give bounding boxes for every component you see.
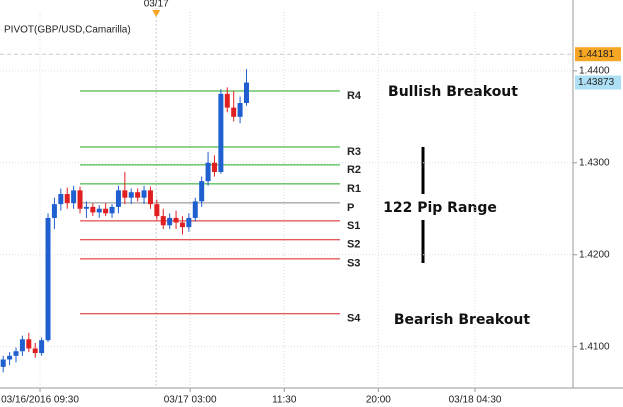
candle-body [32,348,38,354]
candle-body [13,351,19,356]
candle-body [19,339,25,352]
pivot-label: S1 [347,220,360,232]
candle-body [160,216,166,226]
candle-body [115,190,121,207]
pivot-label: R2 [347,164,361,176]
candle-body [231,107,237,117]
candle-body [26,339,32,349]
y-tick-label: 1.4300 [579,157,610,168]
candle-body [135,192,141,198]
pivot-label: S4 [347,313,361,325]
pivot-label: R3 [347,146,361,158]
candle-body [109,206,115,214]
candle-body [147,190,153,205]
candle-body [179,222,185,228]
time-marker-label: 03/17 [144,0,169,10]
price-tag [575,75,621,90]
candle-body [173,217,179,223]
pivot-label: S2 [347,239,360,251]
y-tick-label: 1.4400 [579,65,610,76]
candle-body [51,204,57,218]
candle-body [141,190,147,198]
candle-body [45,217,51,341]
pivot-label: R4 [347,90,362,102]
candle-body [211,162,217,172]
annotation: 122 Pip Range [383,200,497,216]
candle-body [192,201,198,218]
x-tick-label: 20:00 [366,395,391,406]
x-tick-label: 03/18 04:30 [449,395,502,406]
x-tick-label: 03/17 03:00 [164,395,217,406]
candle-body [90,206,96,213]
candle-body [122,190,128,198]
x-tick-label: 03/16/2016 09:30 [1,395,79,406]
chart-title: PIVOT(GBP/USD,Camarilla) [4,25,131,36]
candle-body [154,204,160,217]
price-tag-label: 1.44181 [578,49,615,60]
candle-body [199,181,205,202]
candle-body [205,162,211,182]
candle-body [77,190,83,209]
candle-body [128,192,134,198]
candle-body [96,208,102,213]
candle-body [64,194,70,204]
candle-body [218,93,224,172]
candle-body [83,206,89,209]
candle-body [167,217,173,226]
price-tag [575,47,621,62]
candle-body [103,208,109,214]
y-tick-label: 1.4100 [579,341,610,352]
price-tag-label: 1.43873 [578,77,615,88]
candle-body [237,103,243,117]
candle-body [0,359,6,367]
candle-body [7,355,13,360]
candle-body [58,194,64,205]
candle-body [39,340,45,354]
x-tick-label: 11:30 [272,395,297,406]
candle-body [71,190,77,204]
annotation: Bullish Breakout [388,84,518,100]
annotation: Bearish Breakout [394,312,531,328]
pivot-label: S3 [347,258,360,270]
candle-body [243,82,249,104]
candle-body [186,217,192,228]
pivot-label: R1 [347,183,361,195]
candle-body [224,93,230,108]
pivot-label: P [347,202,354,214]
time-marker [152,10,161,17]
y-tick-label: 1.4200 [579,249,610,260]
